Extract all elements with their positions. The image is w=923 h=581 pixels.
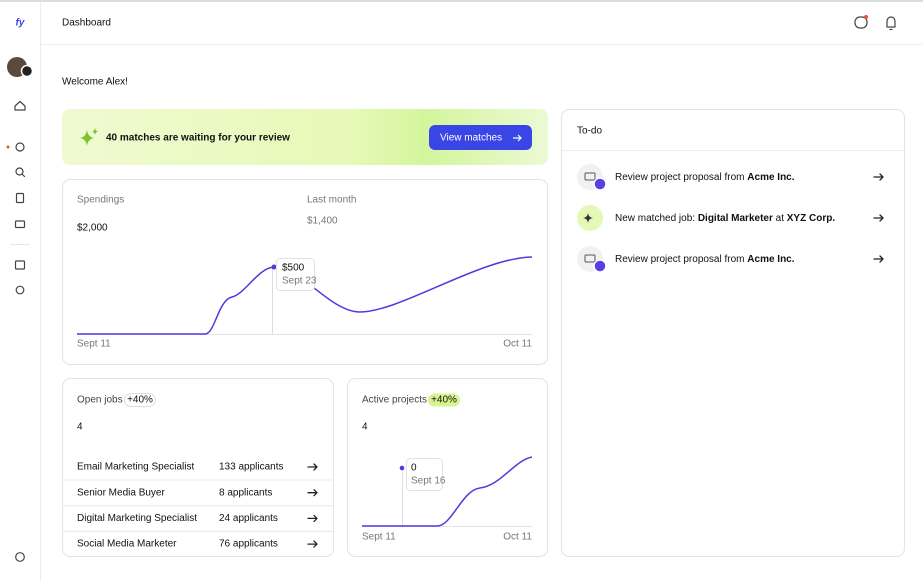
todo-text-part: Digital Marketer [698, 213, 773, 224]
open-jobs-card [62, 378, 334, 557]
todo-text: Review project proposal from Acme Inc. [615, 254, 795, 265]
sparkle-icon [583, 213, 593, 223]
job-title[interactable]: Social Media Marketer [77, 539, 177, 550]
badge [124, 393, 156, 407]
notification-dot [6, 145, 10, 149]
hover-dot [271, 264, 277, 270]
sparkle-icon [80, 128, 98, 146]
active-projects-card [347, 378, 548, 557]
x-end-label: Oct 11 [503, 532, 532, 543]
todo-card [561, 109, 905, 557]
inbox-icon[interactable] [14, 260, 26, 270]
todo-badge [593, 259, 607, 273]
job-title[interactable]: Senior Media Buyer [77, 487, 165, 498]
button-label[interactable]: View matches [440, 133, 502, 144]
tooltip [406, 458, 443, 491]
job-title[interactable]: Digital Marketing Specialist [77, 513, 197, 524]
badge-text: +40% [431, 395, 457, 406]
todo-badge [593, 177, 607, 191]
tooltip-value: $500 [282, 263, 305, 274]
arrow-icon[interactable] [307, 514, 318, 523]
todo-item[interactable]: Review project proposal from Acme Inc. [577, 164, 884, 191]
arrow-icon[interactable] [873, 173, 884, 181]
home-icon[interactable] [14, 100, 26, 111]
job-row[interactable]: Digital Marketing Specialist 24 applicant… [62, 513, 333, 532]
x-start-label: Sept 11 [362, 532, 396, 543]
page-title: Dashboard [62, 18, 111, 29]
button-bg[interactable] [429, 125, 532, 150]
welcome: Welcome Alex! [62, 77, 128, 88]
todo-item[interactable]: Review project proposal from Acme Inc. [577, 246, 884, 273]
job-title[interactable]: Email Marketing Specialist [77, 462, 194, 473]
job-applicants: 8 applicants [219, 487, 272, 498]
logo[interactable]: fy [16, 18, 25, 29]
briefcase-icon [584, 172, 596, 181]
top-edge [0, 0, 923, 2]
settings-icon[interactable] [15, 285, 25, 295]
avatar-badge [20, 64, 34, 78]
last-month-value: $1,400 [307, 216, 338, 227]
button-arrow [513, 134, 522, 142]
todo-text-part: Review project proposal from [615, 172, 747, 183]
last-month-label: Last month [307, 195, 356, 206]
tooltip-date: Sept 23 [282, 276, 317, 287]
hover-dot [399, 465, 405, 471]
todo-text-part: at [773, 213, 787, 224]
todo-text-part: XYZ Corp. [787, 213, 836, 224]
todo-text-part: New matched job: [615, 213, 698, 224]
arrow-icon[interactable] [307, 489, 318, 497]
todo-title: To-do [577, 126, 602, 137]
view-matches-button[interactable]: View matches [429, 125, 532, 150]
todo-list: Review project proposal from Acme Inc. Ne… [577, 164, 884, 273]
job-row[interactable]: Social Media Marketer 76 applicants [77, 539, 318, 550]
bell-icon[interactable] [886, 16, 896, 31]
job-applicants: 24 applicants [219, 513, 278, 524]
badge [428, 393, 460, 407]
job-list: Email Marketing Specialist 133 applicants… [62, 462, 333, 550]
messages-icon[interactable] [15, 142, 25, 152]
x-start-label: Sept 11 [77, 339, 111, 350]
search-icon[interactable] [15, 167, 24, 176]
briefcase-icon[interactable] [14, 220, 26, 229]
job-applicants: 133 applicants [219, 462, 284, 473]
spendings-value: $2,000 [77, 223, 108, 234]
arrow-icon[interactable] [873, 214, 884, 222]
projects-curve [362, 456, 533, 527]
todo-text-part: Acme Inc. [747, 172, 794, 183]
active-projects-label: Active projects [362, 395, 427, 406]
todo-text-part: Review project proposal from [615, 254, 747, 265]
help-icon[interactable] [15, 552, 25, 562]
job-row[interactable]: Senior Media Buyer 8 applicants [62, 487, 333, 507]
badge-text: +40% [127, 395, 153, 406]
spendings-label: Spendings [77, 195, 124, 206]
arrow-icon[interactable] [307, 463, 318, 471]
active-projects-count: 4 [362, 422, 368, 433]
todo-text: Review project proposal from Acme Inc. [615, 172, 795, 183]
open-jobs-label: Open jobs [77, 395, 123, 406]
todo-text-part: Acme Inc. [747, 254, 794, 265]
tooltip-value: 0 [411, 463, 417, 474]
tooltip [276, 258, 315, 291]
tooltip-date: Sept 16 [411, 476, 446, 487]
x-end-label: Oct 11 [503, 339, 532, 350]
chat-dot [864, 15, 868, 19]
job-row[interactable]: Email Marketing Specialist 133 applicants [62, 462, 333, 481]
briefcase-icon [584, 254, 596, 263]
open-jobs-count: 4 [77, 422, 83, 433]
banner-text: 40 matches are waiting for your review [106, 133, 290, 144]
chat-icon[interactable] [854, 16, 868, 29]
arrow-icon[interactable] [307, 540, 318, 548]
job-applicants: 76 applicants [219, 539, 278, 550]
arrow-icon[interactable] [873, 255, 884, 263]
search-icon-handle [21, 173, 26, 178]
clipboard-icon[interactable] [15, 192, 25, 204]
todo-item[interactable]: New matched job: Digital Marketer at XYZ… [577, 205, 884, 231]
todo-text: New matched job: Digital Marketer at XYZ… [615, 213, 835, 224]
banner [62, 109, 548, 165]
